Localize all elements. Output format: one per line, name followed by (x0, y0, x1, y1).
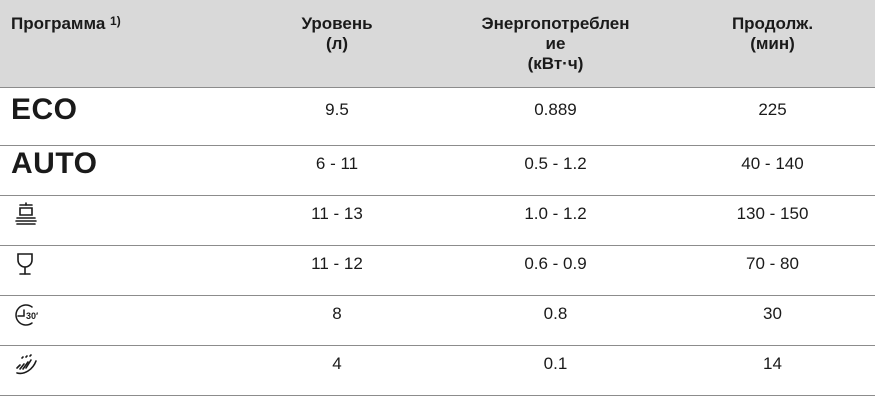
svg-text:30′: 30′ (26, 311, 38, 321)
energy-cell: 0.889 (441, 87, 670, 145)
program-eco-label: ECO (11, 93, 78, 126)
glass-icon (11, 249, 41, 279)
duration-value: 70 - 80 (746, 254, 799, 273)
duration-cell: 225 (670, 87, 875, 145)
program-auto-label: AUTO (11, 147, 98, 180)
duration-value: 225 (758, 100, 787, 119)
program-cell: 30′ (0, 295, 233, 345)
table-row: 11 - 12 0.6 - 0.9 70 - 80 (0, 245, 875, 295)
header-energy-line3: (кВт·ч) (527, 54, 584, 73)
energy-value: 0.8 (543, 304, 568, 323)
table-row: 11 - 13 1.0 - 1.2 130 - 150 (0, 195, 875, 245)
level-cell: 11 - 13 (233, 195, 441, 245)
header-level-line1: Уровень (301, 14, 373, 33)
level-cell: 6 - 11 (233, 145, 441, 195)
header-program-footnote: 1) (110, 14, 121, 28)
header-program: Программа 1) (0, 0, 233, 87)
program-cell: AUTO (0, 145, 233, 195)
level-value: 4 (332, 354, 342, 373)
table-header-row: Программа 1) Уровень (л) Энергопотреблен и… (0, 0, 875, 87)
energy-value: 0.5 - 1.2 (524, 154, 587, 173)
header-program-label: Программа (11, 14, 106, 33)
header-energy-line2: ие (545, 34, 566, 53)
header-duration: Продолж. (мин) (670, 0, 875, 87)
level-cell: 9.5 (233, 87, 441, 145)
program-cell (0, 245, 233, 295)
program-cell (0, 195, 233, 245)
level-value: 11 - 12 (311, 254, 363, 273)
energy-value: 1.0 - 1.2 (524, 204, 587, 223)
energy-value: 0.889 (534, 100, 577, 119)
program-table: Программа 1) Уровень (л) Энергопотреблен и… (0, 0, 875, 395)
duration-cell: 14 (670, 345, 875, 395)
level-cell: 11 - 12 (233, 245, 441, 295)
program-cell: ECO (0, 87, 233, 145)
table-row: 4 0.1 14 (0, 345, 875, 395)
header-level: Уровень (л) (233, 0, 441, 87)
program-cell (0, 345, 233, 395)
energy-value: 0.6 - 0.9 (524, 254, 587, 273)
header-energy-line1: Энергопотреблен (481, 14, 630, 33)
energy-cell: 1.0 - 1.2 (441, 195, 670, 245)
table-row: 30′ 8 0.8 30 (0, 295, 875, 345)
header-duration-line2: (мин) (750, 34, 795, 53)
level-value: 11 - 13 (311, 204, 363, 223)
level-cell: 4 (233, 345, 441, 395)
table-row: ECO 9.5 0.889 225 (0, 87, 875, 145)
header-energy: Энергопотреблен ие (кВт·ч) (441, 0, 670, 87)
timer-30-icon: 30′ (11, 299, 41, 329)
duration-cell: 40 - 140 (670, 145, 875, 195)
duration-cell: 30 (670, 295, 875, 345)
duration-value: 14 (763, 354, 782, 373)
rinse-spray-icon (11, 349, 41, 379)
energy-cell: 0.5 - 1.2 (441, 145, 670, 195)
energy-value: 0.1 (543, 354, 568, 373)
duration-cell: 70 - 80 (670, 245, 875, 295)
header-level-line2: (л) (325, 34, 349, 53)
energy-cell: 0.8 (441, 295, 670, 345)
level-value: 6 - 11 (315, 154, 359, 173)
duration-value: 40 - 140 (741, 154, 804, 173)
table-row: AUTO 6 - 11 0.5 - 1.2 40 - 140 (0, 145, 875, 195)
pots-pans-icon (11, 199, 41, 229)
header-duration-line1: Продолж. (731, 14, 814, 33)
energy-cell: 0.1 (441, 345, 670, 395)
duration-value: 30 (763, 304, 782, 323)
duration-cell: 130 - 150 (670, 195, 875, 245)
duration-value: 130 - 150 (736, 204, 809, 223)
level-cell: 8 (233, 295, 441, 345)
level-value: 9.5 (325, 100, 349, 119)
energy-cell: 0.6 - 0.9 (441, 245, 670, 295)
level-value: 8 (332, 304, 342, 323)
